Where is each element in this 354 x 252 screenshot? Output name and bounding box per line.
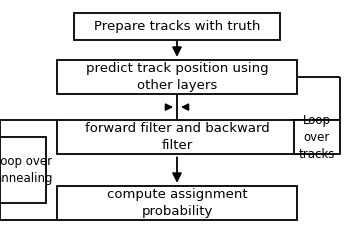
Text: Prepare tracks with truth: Prepare tracks with truth [94,20,260,33]
Text: Loop
over
tracks: Loop over tracks [299,114,335,161]
Bar [57,60,297,94]
Bar [74,13,280,40]
Bar [57,186,297,220]
Text: predict track position using
other layers: predict track position using other layer… [86,62,268,92]
Bar [57,120,297,154]
Bar [0,137,46,204]
Text: compute assignment
probability: compute assignment probability [107,188,247,218]
Text: Loop over
annealing: Loop over annealing [0,155,52,185]
Text: forward filter and backward
filter: forward filter and backward filter [85,122,269,152]
Bar [294,120,340,154]
